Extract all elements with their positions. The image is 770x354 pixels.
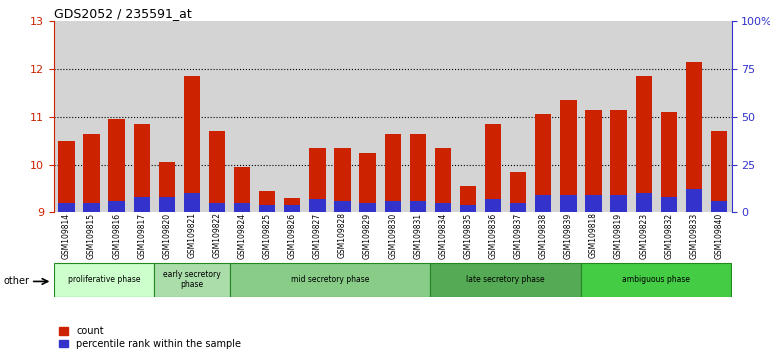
Bar	[334, 201, 350, 212]
Bar	[284, 205, 300, 212]
Bar	[711, 201, 727, 212]
Bar	[460, 186, 476, 212]
Bar	[485, 199, 501, 212]
Bar	[585, 110, 601, 212]
Text: GSM109836: GSM109836	[489, 212, 497, 259]
Bar	[435, 148, 451, 212]
Text: GSM109821: GSM109821	[187, 212, 196, 258]
Bar	[234, 203, 250, 212]
Bar	[535, 114, 551, 212]
Legend: count, percentile rank within the sample: count, percentile rank within the sample	[59, 326, 241, 349]
Text: early secretory
phase: early secretory phase	[163, 270, 221, 289]
Bar	[635, 193, 652, 212]
Text: GSM109837: GSM109837	[514, 212, 523, 259]
Bar	[635, 76, 652, 212]
FancyBboxPatch shape	[581, 263, 732, 297]
Text: GSM109834: GSM109834	[438, 212, 447, 259]
Bar	[686, 189, 702, 212]
Text: GSM109822: GSM109822	[213, 212, 222, 258]
Bar	[585, 195, 601, 212]
Bar	[234, 167, 250, 212]
Bar	[510, 203, 527, 212]
Text: GSM109832: GSM109832	[665, 212, 673, 258]
Bar	[209, 203, 225, 212]
Text: GSM109823: GSM109823	[639, 212, 648, 258]
Bar	[184, 76, 200, 212]
Text: GSM109830: GSM109830	[388, 212, 397, 259]
Bar	[661, 197, 677, 212]
Bar	[310, 199, 326, 212]
Bar	[284, 198, 300, 212]
Text: GSM109826: GSM109826	[288, 212, 296, 258]
Bar	[184, 193, 200, 212]
Bar	[259, 191, 276, 212]
FancyBboxPatch shape	[54, 263, 154, 297]
Bar	[109, 201, 125, 212]
Bar	[485, 124, 501, 212]
Bar	[59, 203, 75, 212]
Bar	[334, 148, 350, 212]
Text: GSM109820: GSM109820	[162, 212, 172, 258]
Text: GSM109833: GSM109833	[689, 212, 698, 259]
Text: ambiguous phase: ambiguous phase	[622, 275, 690, 284]
Bar	[310, 148, 326, 212]
Bar	[159, 162, 175, 212]
Bar	[661, 112, 677, 212]
Bar	[611, 110, 627, 212]
Text: GSM109829: GSM109829	[363, 212, 372, 258]
Text: GDS2052 / 235591_at: GDS2052 / 235591_at	[54, 7, 192, 20]
Text: mid secretory phase: mid secretory phase	[291, 275, 369, 284]
FancyBboxPatch shape	[154, 263, 229, 297]
Bar	[360, 203, 376, 212]
Text: proliferative phase: proliferative phase	[68, 275, 140, 284]
Bar	[259, 205, 276, 212]
Bar	[711, 131, 727, 212]
Text: GSM109840: GSM109840	[715, 212, 724, 259]
Bar	[83, 203, 99, 212]
Text: other: other	[4, 276, 30, 286]
Bar	[410, 201, 426, 212]
Bar	[510, 172, 527, 212]
Text: GSM109828: GSM109828	[338, 212, 347, 258]
Text: GSM109825: GSM109825	[263, 212, 272, 258]
FancyBboxPatch shape	[229, 263, 430, 297]
Text: GSM109827: GSM109827	[313, 212, 322, 258]
Text: GSM109819: GSM109819	[614, 212, 623, 258]
FancyBboxPatch shape	[430, 263, 581, 297]
Bar	[435, 203, 451, 212]
Text: late secretory phase: late secretory phase	[467, 275, 545, 284]
Bar	[384, 133, 401, 212]
Bar	[159, 197, 175, 212]
Bar	[83, 133, 99, 212]
Text: GSM109816: GSM109816	[112, 212, 121, 258]
Text: GSM109817: GSM109817	[137, 212, 146, 258]
Text: GSM109839: GSM109839	[564, 212, 573, 259]
Bar	[133, 124, 150, 212]
Text: GSM109815: GSM109815	[87, 212, 96, 258]
Bar	[133, 197, 150, 212]
Bar	[410, 133, 426, 212]
Bar	[686, 62, 702, 212]
Bar	[209, 131, 225, 212]
Bar	[360, 153, 376, 212]
Text: GSM109814: GSM109814	[62, 212, 71, 258]
Bar	[561, 195, 577, 212]
Bar	[109, 119, 125, 212]
Text: GSM109831: GSM109831	[413, 212, 422, 258]
Bar	[384, 201, 401, 212]
Bar	[561, 100, 577, 212]
Bar	[460, 205, 476, 212]
Text: GSM109824: GSM109824	[238, 212, 246, 258]
Text: GSM109818: GSM109818	[589, 212, 598, 258]
Bar	[59, 141, 75, 212]
Bar	[535, 195, 551, 212]
Text: GSM109835: GSM109835	[464, 212, 473, 259]
Text: GSM109838: GSM109838	[539, 212, 547, 258]
Bar	[611, 195, 627, 212]
